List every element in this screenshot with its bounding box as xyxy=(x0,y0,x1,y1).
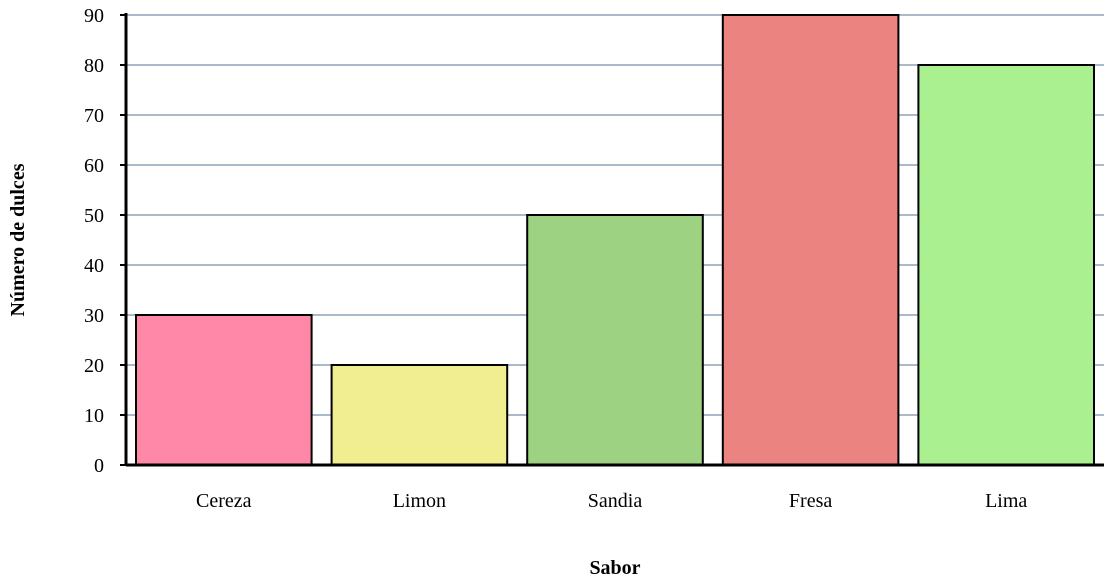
x-tick-label: Sandia xyxy=(588,490,643,512)
y-tick-label: 40 xyxy=(84,255,104,277)
bar-fresa xyxy=(721,14,900,466)
y-tick-label: 0 xyxy=(94,455,104,477)
y-tick-label: 80 xyxy=(84,55,104,77)
x-tick-label: Lima xyxy=(985,490,1027,512)
y-tick-label: 10 xyxy=(84,405,104,427)
y-tick-label: 90 xyxy=(84,5,104,27)
x-tick-label: Fresa xyxy=(789,490,832,512)
bar-cereza xyxy=(135,314,313,466)
bar-lima xyxy=(917,64,1096,466)
y-axis-title: Número de dulces xyxy=(7,163,29,316)
y-tick-labels: 0 10 20 30 40 50 60 70 80 90 xyxy=(84,5,104,477)
y-tick-label: 20 xyxy=(84,355,104,377)
y-tick-label: 70 xyxy=(84,105,104,127)
bar-limon xyxy=(330,364,509,466)
x-tick-label: Cereza xyxy=(196,490,252,512)
y-tick-label: 60 xyxy=(84,155,104,177)
x-tick-labels: Cereza Limon Sandia Fresa Lima xyxy=(196,490,1027,512)
y-tick-label: 50 xyxy=(84,205,104,227)
x-axis-title: Sabor xyxy=(589,557,640,579)
axes xyxy=(120,13,1104,467)
x-tick-label: Limon xyxy=(393,490,446,512)
bars xyxy=(135,14,1096,466)
bar-sandia xyxy=(526,214,704,466)
y-tick-label: 30 xyxy=(84,305,104,327)
